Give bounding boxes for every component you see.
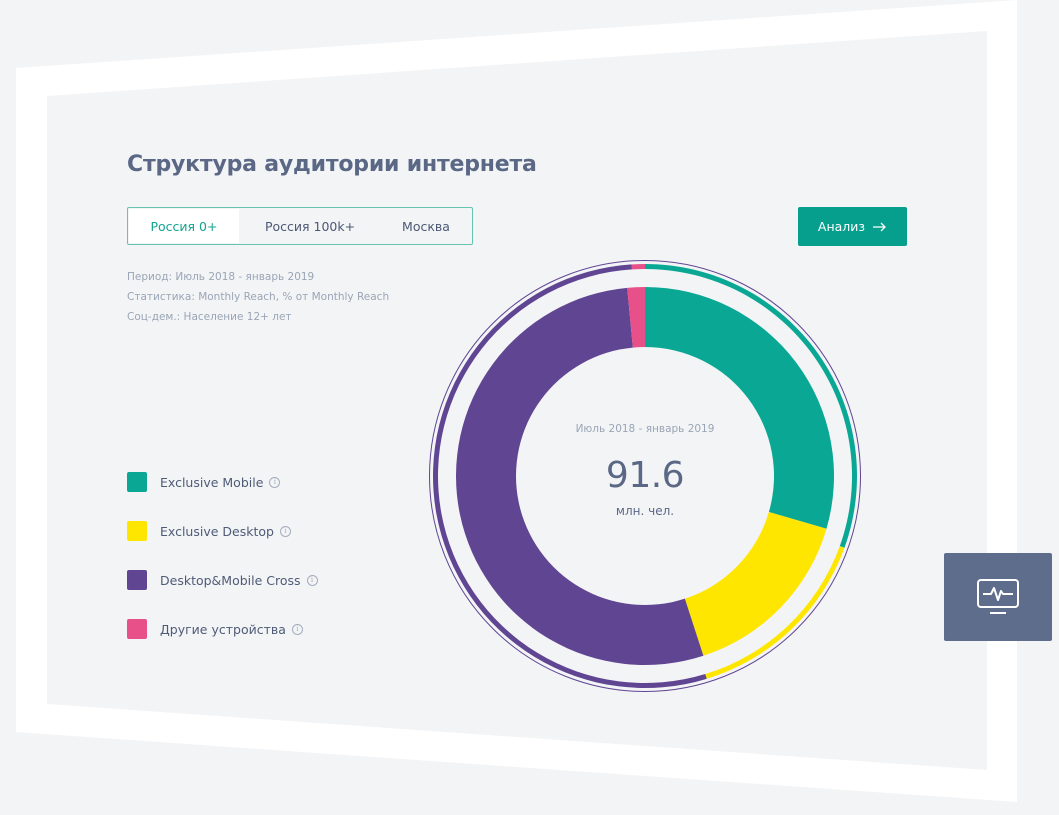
- center-unit: млн. чел.: [615, 504, 675, 518]
- legend-swatch: [127, 570, 147, 590]
- info-icon[interactable]: i: [291, 623, 303, 635]
- tab-moscow[interactable]: Москва: [402, 218, 450, 234]
- meta-socdem: Соц-дем.: Население 12+ лет: [127, 311, 292, 323]
- monitor-pulse-icon: [977, 579, 1019, 614]
- tab-russia-100k[interactable]: Россия 100k+: [264, 218, 356, 234]
- region-tabs: Россия 0+ Россия 100k+ Москва: [127, 207, 473, 245]
- inner-thin-ring: [429, 260, 861, 692]
- info-icon[interactable]: i: [269, 476, 281, 488]
- tab-russia-0[interactable]: Россия 0+: [129, 209, 239, 243]
- donut-slice-exclusive-desktop[interactable]: [684, 511, 827, 656]
- legend-swatch: [127, 521, 147, 541]
- donut-chart: [429, 260, 861, 692]
- inner-ring: [455, 287, 834, 665]
- legend-label: Другие устройства: [160, 621, 286, 637]
- center-value: 91.6: [605, 455, 685, 496]
- legend-label: Exclusive Desktop: [160, 523, 274, 539]
- analysis-button-label: Анализ: [817, 219, 866, 234]
- page-title: Структура аудитории интернета: [127, 152, 537, 177]
- meta-period: Период: Июль 2018 - январь 2019: [127, 271, 315, 283]
- info-icon[interactable]: i: [279, 525, 291, 537]
- meta-statistics: Статистика: Monthly Reach, % от Monthly …: [127, 291, 390, 303]
- monitor-button[interactable]: [944, 553, 1052, 641]
- legend-label: Desktop&Mobile Cross: [160, 572, 301, 588]
- legend-swatch: [127, 472, 147, 492]
- chart-meta: Период: Июль 2018 - январь 2019 Статисти…: [127, 267, 389, 327]
- donut-slice-desktop-mobile-cross[interactable]: [455, 287, 704, 665]
- donut-slice-other-devices[interactable]: [627, 287, 645, 348]
- center-period: Июль 2018 - январь 2019: [575, 423, 715, 435]
- info-icon[interactable]: i: [306, 574, 318, 586]
- legend-item-exclusive-desktop[interactable]: Exclusive Desktop i: [127, 521, 318, 541]
- chart-legend: Exclusive Mobile i Exclusive Desktop i D…: [127, 472, 318, 668]
- legend-label: Exclusive Mobile: [160, 474, 264, 490]
- donut-slice-exclusive-mobile[interactable]: [645, 287, 834, 529]
- arrow-right-icon: [873, 222, 886, 231]
- legend-item-desktop-mobile-cross[interactable]: Desktop&Mobile Cross i: [127, 570, 318, 590]
- legend-item-exclusive-mobile[interactable]: Exclusive Mobile i: [127, 472, 318, 492]
- legend-swatch: [127, 619, 147, 639]
- outer-ring: [433, 264, 857, 688]
- outer-segment-other-devices[interactable]: [631, 264, 645, 270]
- analysis-button[interactable]: Анализ: [798, 207, 907, 246]
- legend-item-other-devices[interactable]: Другие устройства i: [127, 619, 318, 639]
